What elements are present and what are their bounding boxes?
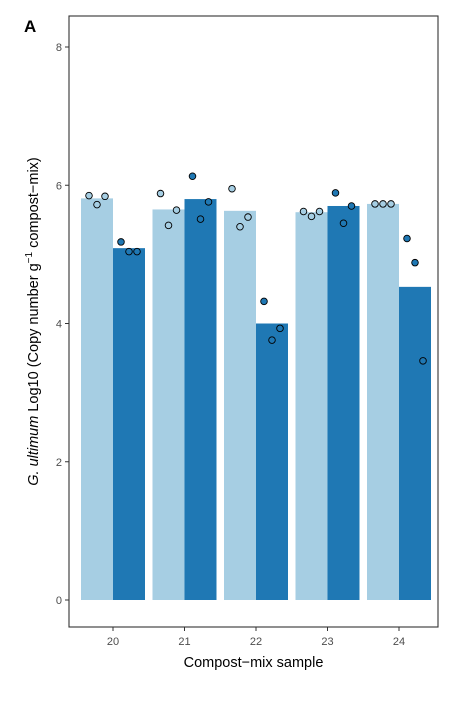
y-tick-label-6: 6 [56,180,62,192]
x-tick-label-20: 20 [107,636,119,648]
x-axis: 20 21 22 23 24 [107,627,405,648]
point-24-series-1-3 [387,200,395,208]
point-20-series-1-2 [93,200,101,209]
point-24-series-1-2 [379,200,387,208]
bar-22-series-2 [256,323,288,600]
y-axis: 0 2 4 6 8 [56,42,69,607]
y-tick-label-2: 2 [56,457,62,469]
point-23-series-1-1 [299,207,308,216]
point-22-series-1-2 [236,222,244,231]
data-points [85,172,427,365]
point-24-series-2-3 [419,357,427,365]
point-21-series-2-2 [196,215,205,223]
bar-22-series-1 [224,210,256,601]
x-tick-label-21: 21 [178,636,190,648]
y-axis-title-text: Log10 (Copy number g [26,263,42,415]
bar-23-series-1 [295,212,328,601]
x-tick-label-23: 23 [321,636,333,648]
y-tick-label-0: 0 [56,595,62,607]
point-21-series-2-1 [188,172,197,181]
bar-20-series-2 [113,248,145,600]
y-axis-title-text-end: compost−mix) [26,157,42,252]
y-tick-label-4: 4 [56,319,62,331]
point-23-series-2-2 [339,219,348,228]
point-23-series-2-1 [331,189,340,197]
point-21-series-1-3 [172,206,181,214]
point-24-series-2-2 [411,258,419,267]
point-20-series-2-1 [117,238,125,246]
bar-24-series-2 [399,286,431,600]
point-21-series-2-3 [204,198,213,206]
point-23-series-1-2 [307,212,316,221]
point-20-series-2-3 [133,247,141,256]
panel-label: A [24,17,36,36]
point-24-series-1-1 [371,200,379,208]
bar-20-series-1 [81,198,113,601]
point-20-series-1-1 [85,191,93,200]
y-axis-title-species: G. ultimum [26,416,42,486]
point-22-series-2-2 [268,336,276,344]
bars [81,198,431,601]
point-22-series-1-1 [228,184,236,193]
bar-23-series-2 [327,205,360,601]
x-axis-title: Compost−mix sample [184,655,324,671]
point-21-series-1-1 [156,189,165,198]
point-20-series-2-2 [125,247,133,256]
y-tick-label-8: 8 [56,42,62,54]
x-tick-label-24: 24 [393,636,405,648]
point-22-series-2-1 [260,297,268,306]
point-21-series-1-2 [164,221,173,230]
y-axis-title: G. ultimum Log10 (Copy number g−1 compos… [24,157,42,486]
y-axis-title-superscript: −1 [24,251,35,263]
bar-21-series-2 [184,199,217,600]
point-22-series-1-3 [244,213,252,221]
point-23-series-1-3 [315,207,324,216]
point-23-series-2-3 [347,202,356,210]
x-tick-label-22: 22 [250,636,262,648]
bar-21-series-1 [152,209,185,600]
point-20-series-1-3 [101,192,109,201]
bar-24-series-1 [367,203,399,600]
point-22-series-2-3 [276,324,284,333]
point-24-series-2-1 [403,234,411,243]
plot-panel-border [68,15,439,628]
